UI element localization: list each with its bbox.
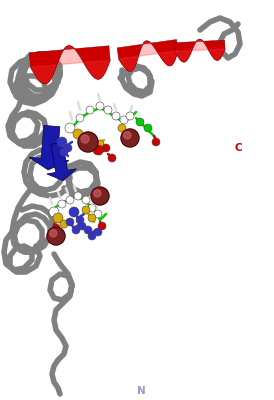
Circle shape <box>88 232 96 240</box>
Circle shape <box>136 118 144 126</box>
Circle shape <box>76 216 84 224</box>
Circle shape <box>73 129 83 139</box>
Circle shape <box>82 206 90 214</box>
Circle shape <box>96 102 104 110</box>
Circle shape <box>49 207 59 217</box>
Circle shape <box>124 130 132 138</box>
Circle shape <box>57 137 67 147</box>
Circle shape <box>144 124 152 132</box>
Circle shape <box>64 144 72 152</box>
Circle shape <box>81 135 89 143</box>
Circle shape <box>98 222 106 230</box>
Circle shape <box>80 136 88 144</box>
Circle shape <box>86 106 94 114</box>
Circle shape <box>58 200 66 208</box>
Circle shape <box>104 106 112 114</box>
Circle shape <box>94 228 102 236</box>
Circle shape <box>60 220 68 228</box>
Circle shape <box>74 192 82 200</box>
Circle shape <box>66 196 74 204</box>
Circle shape <box>96 140 104 148</box>
Circle shape <box>47 227 65 245</box>
Circle shape <box>88 204 96 212</box>
Circle shape <box>82 196 90 204</box>
Circle shape <box>124 132 131 139</box>
Circle shape <box>88 214 96 222</box>
Circle shape <box>93 145 103 155</box>
Circle shape <box>78 132 98 152</box>
Circle shape <box>76 114 84 122</box>
Polygon shape <box>30 46 110 84</box>
Circle shape <box>94 210 102 218</box>
Polygon shape <box>117 40 178 72</box>
Circle shape <box>60 148 68 156</box>
Circle shape <box>78 222 86 230</box>
Circle shape <box>121 129 139 147</box>
Circle shape <box>112 112 120 120</box>
Circle shape <box>118 124 126 132</box>
Circle shape <box>126 112 134 120</box>
Text: N: N <box>137 386 145 396</box>
Circle shape <box>50 230 57 237</box>
Circle shape <box>72 226 80 234</box>
Circle shape <box>66 218 74 226</box>
Circle shape <box>91 187 109 205</box>
Circle shape <box>84 226 92 234</box>
Polygon shape <box>47 142 76 181</box>
Polygon shape <box>29 125 69 170</box>
Circle shape <box>69 207 79 217</box>
Circle shape <box>152 138 160 146</box>
Circle shape <box>52 224 60 232</box>
Circle shape <box>88 136 96 144</box>
Circle shape <box>108 154 116 162</box>
Circle shape <box>53 213 63 223</box>
Circle shape <box>102 144 110 152</box>
Circle shape <box>65 123 75 133</box>
Circle shape <box>94 190 101 197</box>
Polygon shape <box>175 39 225 62</box>
Polygon shape <box>119 41 178 72</box>
Circle shape <box>120 116 128 124</box>
Polygon shape <box>29 46 110 84</box>
Text: C: C <box>234 143 242 153</box>
Polygon shape <box>175 39 225 62</box>
